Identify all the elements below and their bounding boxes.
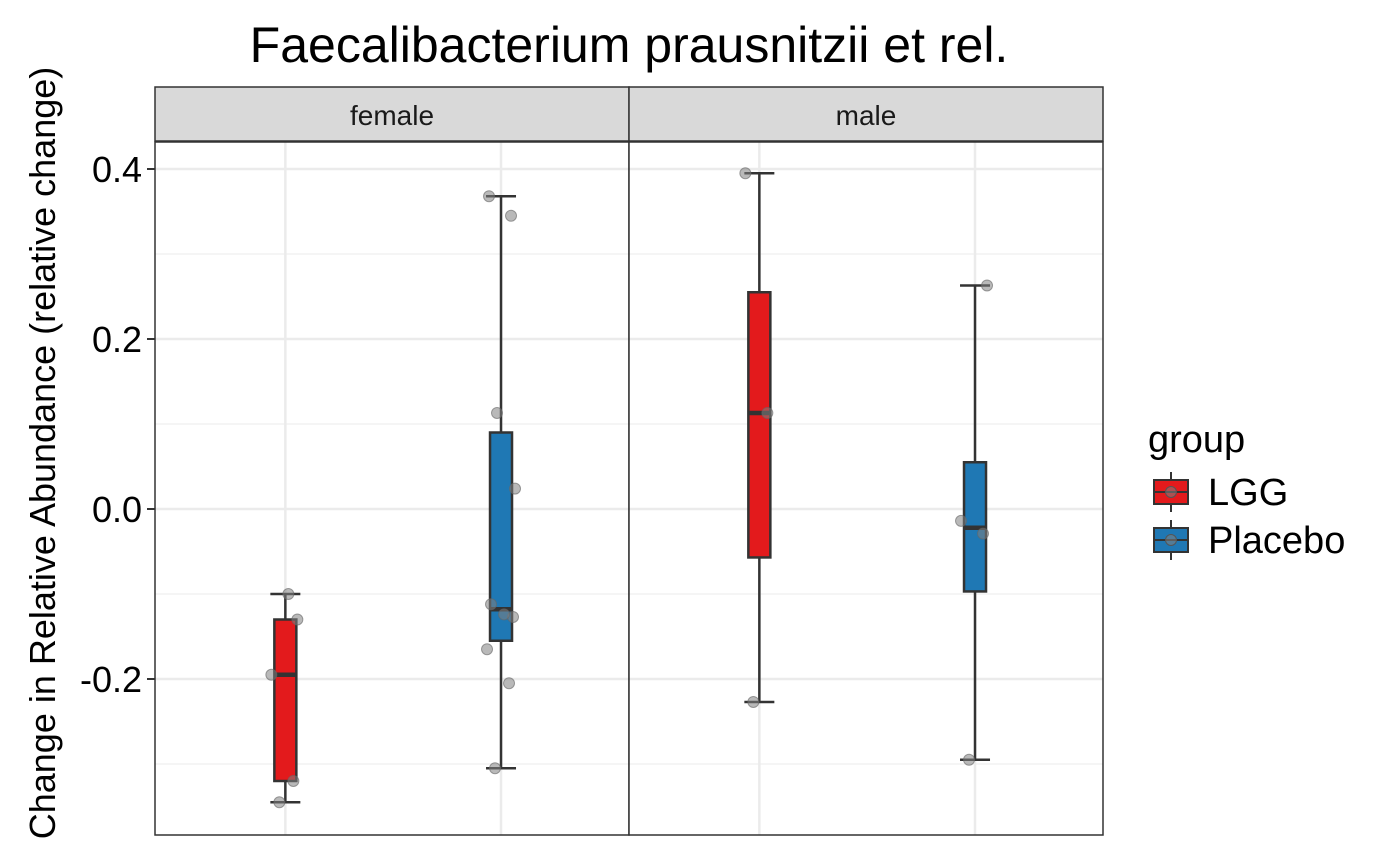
data-point	[981, 279, 994, 292]
box-iqr	[273, 618, 298, 783]
data-point	[505, 209, 518, 222]
box-female-LGG	[265, 588, 304, 809]
y-tick-label: -0.2	[80, 659, 142, 700]
panel-background	[629, 142, 1103, 835]
facet-strip	[154, 86, 630, 142]
data-point	[483, 190, 496, 203]
box-iqr	[747, 291, 772, 559]
legend-item-Placebo: Placebo	[1153, 520, 1345, 562]
facet-panels: female male	[154, 86, 1104, 836]
data-point	[282, 588, 295, 600]
data-point	[498, 608, 511, 621]
data-point	[761, 406, 774, 419]
data-point	[291, 613, 304, 626]
y-tick-label: 0.2	[92, 319, 142, 360]
data-point	[747, 695, 760, 708]
y-axis: -0.2 0.0 0.2 0.4	[80, 149, 155, 700]
data-point	[485, 598, 498, 611]
box-iqr	[488, 431, 514, 642]
data-point	[481, 643, 494, 656]
data-point	[977, 527, 990, 540]
panel-background	[155, 142, 629, 835]
data-point	[489, 762, 502, 775]
box-male-LGG	[739, 167, 775, 708]
data-point	[265, 668, 278, 681]
legend-key-point	[1165, 486, 1177, 498]
y-tick-label: 0.0	[92, 489, 142, 530]
legend-title: group	[1148, 419, 1245, 461]
box-female-Placebo	[481, 190, 522, 775]
box-male-Placebo	[955, 279, 994, 766]
data-point	[273, 796, 286, 809]
facet-panel-female: female	[154, 86, 630, 836]
data-point	[287, 775, 300, 787]
data-point	[509, 482, 522, 495]
data-point	[491, 406, 504, 419]
facet-strip-label: female	[350, 100, 434, 131]
facet-strip-label: male	[836, 100, 897, 131]
data-point	[963, 753, 976, 766]
data-point	[739, 167, 752, 180]
legend: group LGG Placebo	[1148, 419, 1345, 562]
data-point	[503, 677, 516, 690]
legend-item-LGG: LGG	[1153, 472, 1288, 514]
facet-strip	[628, 86, 1104, 142]
chart-title: Faecalibacterium prausnitzii et rel.	[250, 17, 1009, 73]
y-axis-label: Change in Relative Abundance (relative c…	[22, 67, 63, 840]
legend-key-point	[1165, 534, 1177, 546]
legend-label: LGG	[1208, 472, 1288, 514]
panel-border	[628, 141, 1104, 836]
legend-label: Placebo	[1208, 520, 1345, 562]
y-tick-label: 0.4	[92, 149, 142, 190]
facet-panel-male: male	[628, 86, 1104, 836]
data-point	[955, 514, 968, 527]
